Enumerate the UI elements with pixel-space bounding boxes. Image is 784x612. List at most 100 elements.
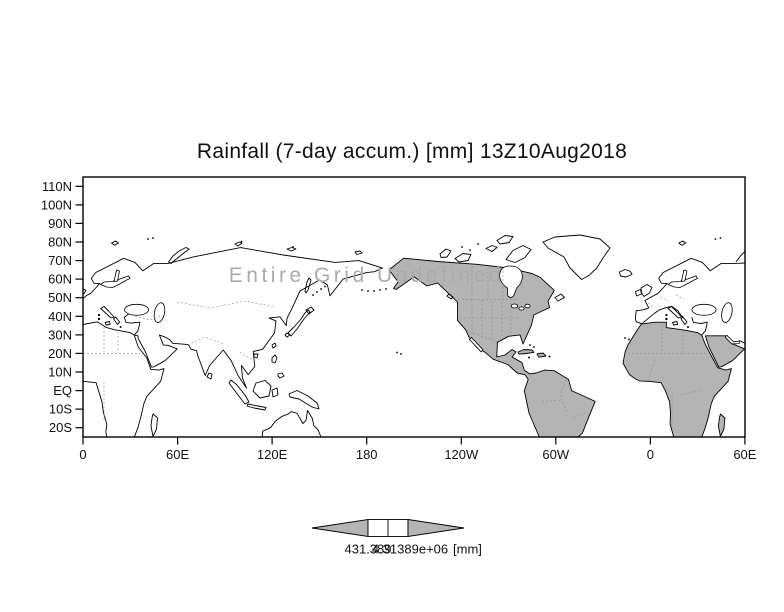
lat-label: 60N	[48, 272, 72, 287]
novaya-zemlya	[168, 247, 190, 264]
baltic-sea	[667, 275, 699, 288]
kyushu-island	[284, 332, 291, 338]
lat-label: 90N	[48, 216, 72, 231]
shaded-landmasses	[389, 257, 745, 437]
border-line	[465, 329, 498, 343]
italy-peninsula	[667, 306, 682, 319]
plot-frame	[82, 176, 746, 438]
hokkaido-island	[305, 306, 315, 315]
colorbar-right-arrow	[407, 518, 465, 538]
island-dot	[97, 313, 101, 317]
island-dot	[119, 326, 122, 328]
island-dot	[533, 346, 535, 348]
caspian-sea	[153, 302, 166, 323]
gulf-of-bothnia	[113, 269, 120, 282]
gulf-of-bothnia	[680, 269, 688, 282]
lon-label: 180	[356, 447, 378, 462]
lat-label: 20S	[49, 420, 72, 435]
luzon-island	[271, 354, 278, 364]
baltic-sea	[99, 275, 131, 288]
colorbar-units-label: [mm]	[453, 542, 482, 557]
caspian-sea	[721, 302, 733, 323]
border-line	[460, 300, 520, 339]
island-dot	[477, 243, 479, 245]
hispaniola-island	[536, 352, 547, 358]
sicily-island	[672, 321, 678, 326]
baffin-island	[505, 245, 532, 263]
undefined-grid-watermark: Entire Grid Undefined	[229, 264, 504, 287]
island-dot	[396, 351, 398, 354]
mindanao-island	[277, 372, 285, 379]
sri-lanka-island	[206, 372, 213, 380]
uk-fragment	[83, 288, 87, 295]
island-dot	[400, 353, 402, 355]
lat-label: 70N	[48, 253, 72, 268]
lat-label: 40N	[48, 309, 72, 324]
lat-label: 30N	[48, 327, 72, 342]
sakhalin-island	[304, 277, 312, 294]
map-frame	[75, 176, 746, 445]
island-dot	[152, 237, 154, 239]
newfoundland-island	[554, 293, 565, 302]
colorbar-tick-label: 4.31389e+06	[372, 542, 448, 557]
persian-gulf	[724, 334, 741, 345]
sulawesi-island	[271, 387, 279, 398]
sumatra-island	[228, 379, 250, 405]
black-sea	[691, 303, 717, 316]
lon-label: 60W	[542, 447, 569, 462]
borneo-island	[252, 380, 272, 399]
ellesmere-island	[496, 235, 514, 245]
lon-label: 120W	[444, 447, 479, 462]
lat-label: 50N	[48, 290, 72, 305]
new-guinea-island	[288, 390, 320, 410]
island-dot	[373, 290, 375, 292]
africa-gulf-coastline	[83, 380, 108, 437]
island-dot	[385, 288, 387, 290]
honshu-island	[287, 309, 311, 337]
great-lake	[510, 303, 519, 309]
island-dot	[714, 238, 717, 240]
lat-label: 110N	[42, 179, 72, 194]
colorbar: 431.389 4.31389e+06 [mm]	[311, 518, 482, 557]
great-lake	[524, 303, 531, 309]
border-line	[471, 266, 504, 299]
coastlines	[83, 234, 745, 437]
island-dot	[548, 355, 551, 358]
lon-axis-labels: 0 60E 120E 180 120W 60W 0 60E	[79, 447, 756, 462]
lon-label: 0	[647, 447, 654, 462]
iceland-island	[619, 269, 633, 278]
americas-landmass	[389, 257, 596, 437]
africa-west-coastline	[83, 321, 165, 437]
banks-island	[439, 248, 452, 258]
severnaya-zemlya	[234, 241, 243, 247]
lon-label: 120E	[257, 447, 288, 462]
border-line	[539, 379, 584, 420]
svalbard-islands	[111, 240, 119, 246]
island-dot	[292, 246, 294, 248]
greenland-coastline	[542, 234, 611, 280]
lat-label: 10S	[49, 402, 72, 417]
small-islands	[97, 237, 722, 359]
svalbard-islands	[678, 240, 687, 246]
victoria-island	[454, 253, 472, 263]
java-island	[246, 403, 267, 411]
taiwan-island	[271, 342, 277, 349]
greece-peninsula	[113, 316, 121, 325]
lat-label: 10N	[48, 365, 72, 380]
island-dot	[461, 246, 463, 248]
island-dot	[361, 289, 363, 291]
greece-peninsula	[680, 316, 688, 325]
island-dot	[312, 294, 314, 296]
gulf-of-california	[468, 336, 484, 353]
africa-landmass	[622, 321, 732, 437]
devon-island	[485, 245, 498, 252]
border-line	[628, 325, 706, 428]
island-dot	[379, 289, 381, 291]
lat-axis-labels: 110N 100N 90N 80N 70N 60N 50N 40N 30N 20…	[41, 179, 72, 435]
political-borders	[83, 266, 706, 428]
island-dot	[529, 344, 531, 346]
lat-ticks	[75, 185, 83, 429]
novaya-zemlya	[735, 251, 745, 263]
